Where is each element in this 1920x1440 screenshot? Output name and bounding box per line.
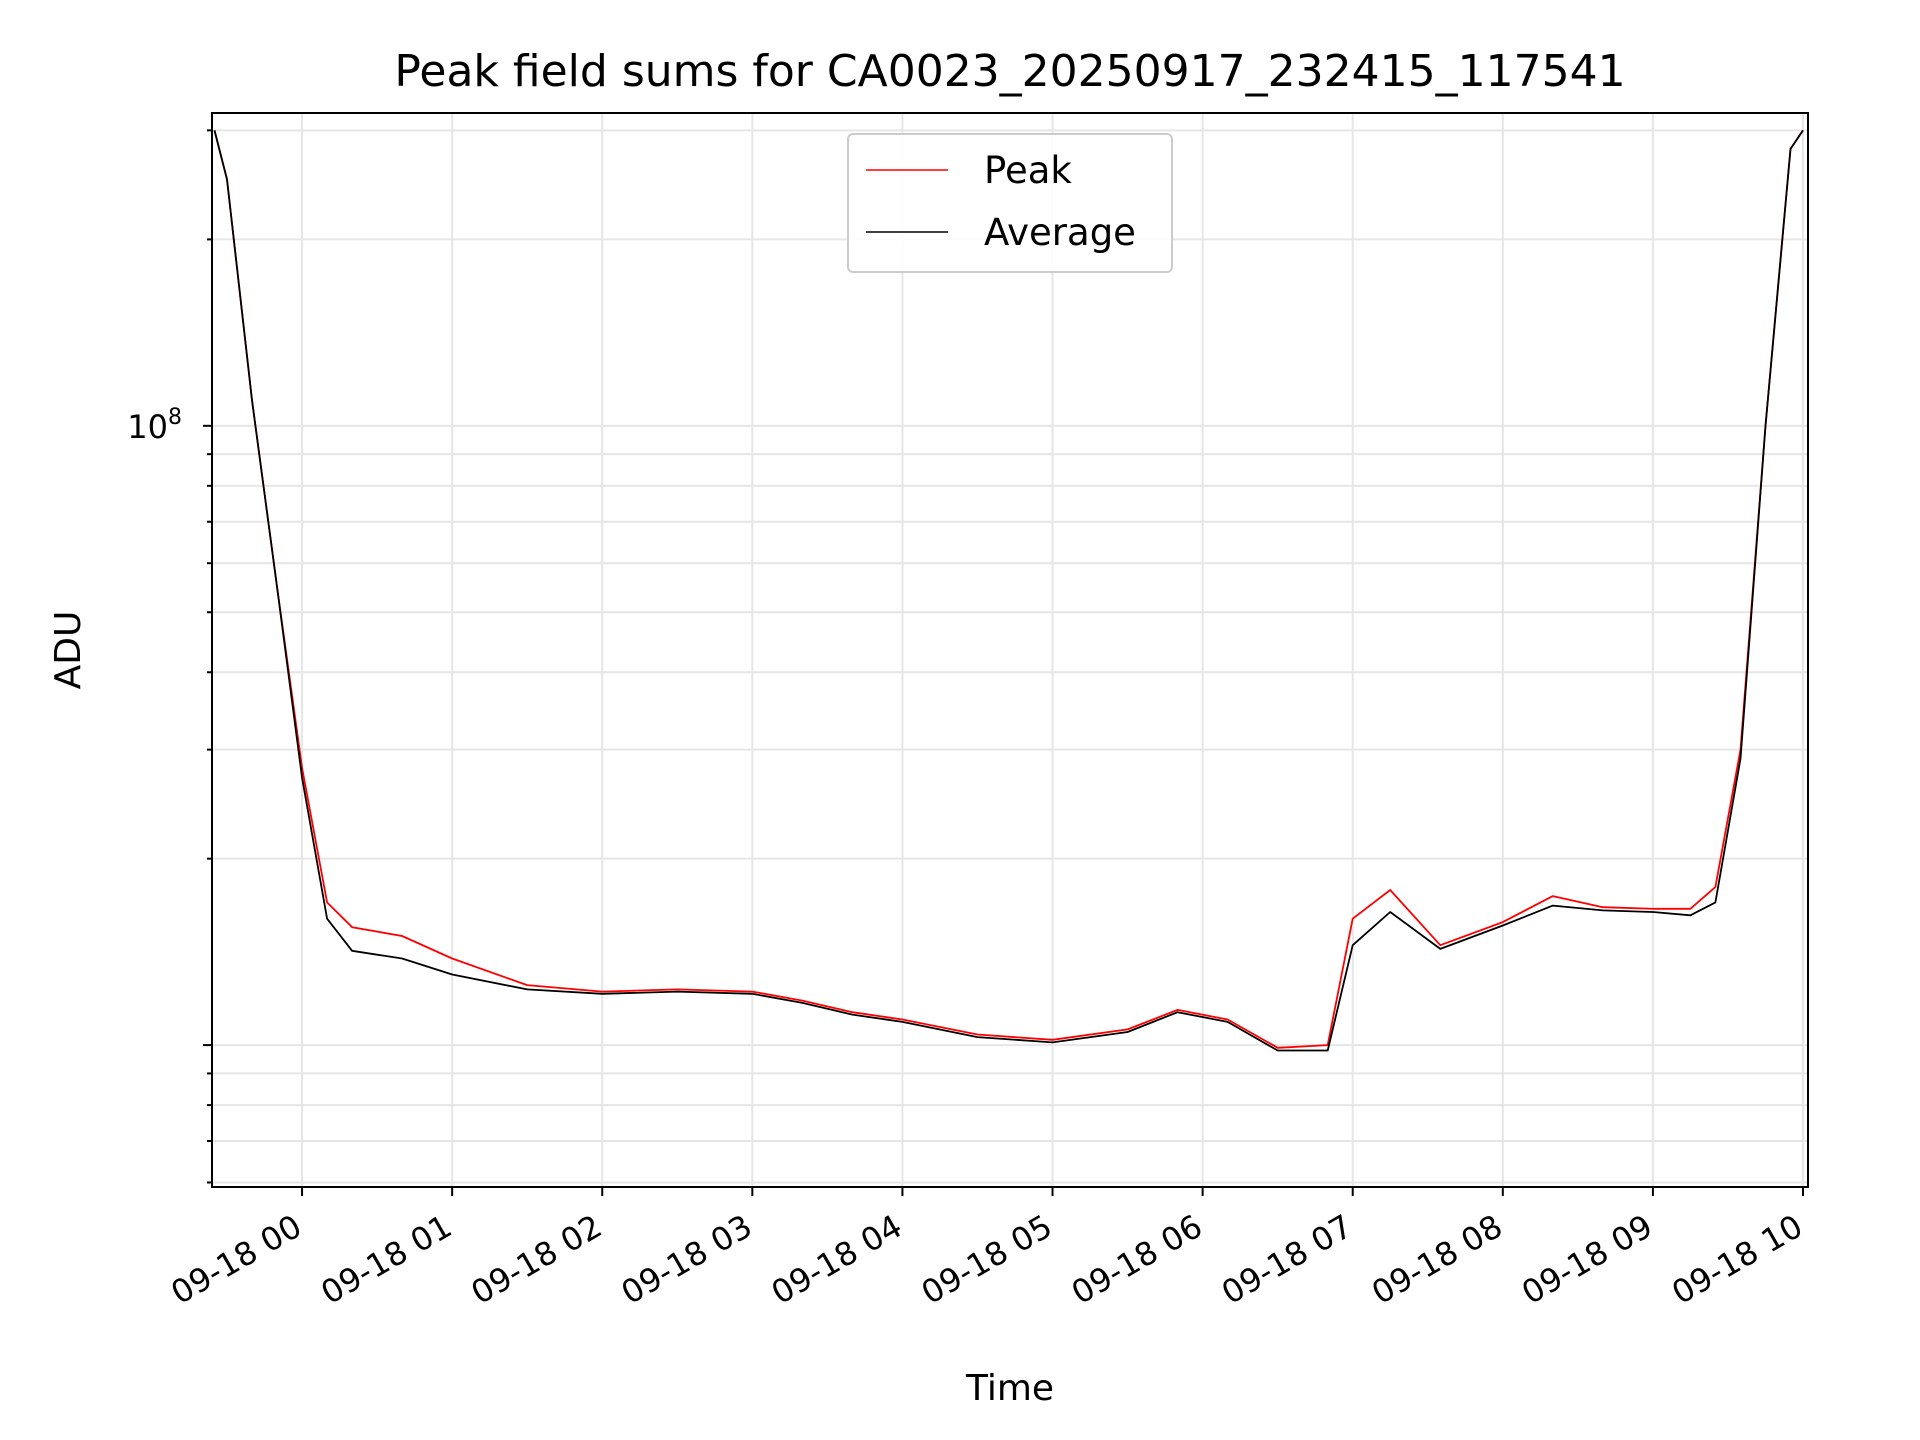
grid (212, 113, 1808, 1187)
series-line-peak (213, 129, 1804, 1049)
series-line-average (213, 129, 1804, 1052)
chart-title: Peak field sums for CA0023_20250917_2324… (394, 46, 1625, 97)
legend: Peak Average (847, 133, 1173, 273)
legend-box (847, 133, 1173, 273)
series-lines (213, 129, 1804, 1052)
legend-label-average: Average (984, 211, 1136, 254)
y-tick-label: 108 (127, 405, 182, 446)
legend-label-peak: Peak (984, 149, 1072, 192)
y-axis-label: ADU (48, 611, 89, 690)
y-ticks: 108 (127, 129, 212, 1184)
x-axis-label: Time (965, 1368, 1054, 1409)
plot-frame (211, 112, 1809, 1188)
